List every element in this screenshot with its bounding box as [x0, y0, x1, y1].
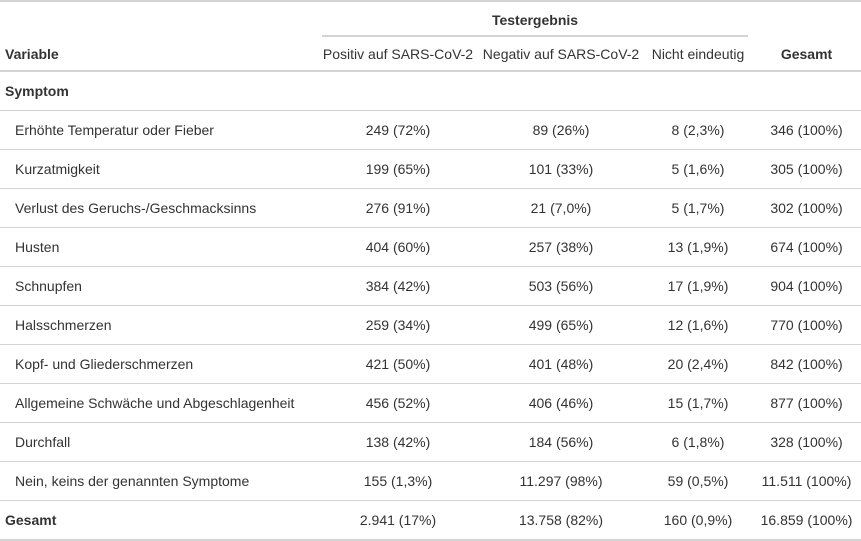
- empty-cell: [478, 70, 644, 111]
- cell-negative: 257 (38%): [478, 227, 644, 267]
- total-positive: 2.941 (17%): [318, 500, 478, 541]
- cell-inconclusive: 8 (2,3%): [644, 110, 753, 150]
- row-label: Schnupfen: [0, 266, 318, 306]
- cell-inconclusive: 12 (1,6%): [644, 305, 753, 345]
- column-header-row: Variable Positiv auf SARS-CoV-2 Negativ …: [0, 37, 861, 72]
- cell-positive: 199 (65%): [318, 149, 478, 189]
- table-row: Durchfall 138 (42%) 184 (56%) 6 (1,8%) 328 (…: [0, 422, 861, 462]
- cell-total: 11.511 (100%): [752, 461, 861, 501]
- row-label: Allgemeine Schwäche und Abgeschlagenheit: [0, 383, 318, 423]
- cell-negative: 184 (56%): [478, 422, 644, 462]
- cell-positive: 384 (42%): [318, 266, 478, 306]
- header-total: Gesamt: [752, 37, 861, 72]
- row-label: Durchfall: [0, 422, 318, 462]
- cell-positive: 138 (42%): [318, 422, 478, 462]
- cell-total: 346 (100%): [752, 110, 861, 150]
- cell-negative: 21 (7,0%): [478, 188, 644, 228]
- cell-total: 877 (100%): [752, 383, 861, 423]
- cell-inconclusive: 13 (1,9%): [644, 227, 753, 267]
- header-blank-cell: [752, 0, 861, 37]
- cell-total: 842 (100%): [752, 344, 861, 384]
- spanner-cell: Testergebnis: [318, 0, 753, 37]
- group-row: Symptom: [0, 70, 861, 111]
- table-row: Halsschmerzen 259 (34%) 499 (65%) 12 (1,6%)…: [0, 305, 861, 345]
- cell-negative: 406 (46%): [478, 383, 644, 423]
- cell-negative: 503 (56%): [478, 266, 644, 306]
- cell-negative: 499 (65%): [478, 305, 644, 345]
- row-label: Kopf- und Gliederschmerzen: [0, 344, 318, 384]
- row-label: Nein, keins der genannten Symptome: [0, 461, 318, 501]
- cell-positive: 421 (50%): [318, 344, 478, 384]
- table-row: Schnupfen 384 (42%) 503 (56%) 17 (1,9%) 904 …: [0, 266, 861, 306]
- cell-positive: 259 (34%): [318, 305, 478, 345]
- header-positive: Positiv auf SARS-CoV-2: [318, 37, 478, 72]
- cell-positive: 249 (72%): [318, 110, 478, 150]
- cell-inconclusive: 59 (0,5%): [644, 461, 753, 501]
- table-row: Erhöhte Temperatur oder Fieber 249 (72%) 8…: [0, 110, 861, 150]
- cell-negative: 401 (48%): [478, 344, 644, 384]
- table-row: Nein, keins der genannten Symptome 155 (1…: [0, 461, 861, 501]
- spanner-row: Testergebnis: [0, 0, 861, 37]
- cell-total: 770 (100%): [752, 305, 861, 345]
- cell-total: 904 (100%): [752, 266, 861, 306]
- cell-total: 328 (100%): [752, 422, 861, 462]
- row-label: Verlust des Geruchs-/Geschmacksinns: [0, 188, 318, 228]
- group-label: Symptom: [0, 70, 318, 111]
- cell-inconclusive: 5 (1,7%): [644, 188, 753, 228]
- table-row: Kurzatmigkeit 199 (65%) 101 (33%) 5 (1,6%) 3…: [0, 149, 861, 189]
- cell-positive: 404 (60%): [318, 227, 478, 267]
- total-label: Gesamt: [0, 500, 318, 541]
- cell-positive: 456 (52%): [318, 383, 478, 423]
- cell-positive: 155 (1,3%): [318, 461, 478, 501]
- table-row: Verlust des Geruchs-/Geschmacksinns 276 (…: [0, 188, 861, 228]
- table-row: Allgemeine Schwäche und Abgeschlagenheit…: [0, 383, 861, 423]
- cell-inconclusive: 6 (1,8%): [644, 422, 753, 462]
- row-label: Husten: [0, 227, 318, 267]
- spanner-label: Testergebnis: [322, 12, 749, 37]
- header-inconclusive: Nicht eindeutig: [644, 37, 753, 72]
- cell-inconclusive: 15 (1,7%): [644, 383, 753, 423]
- cell-positive: 276 (91%): [318, 188, 478, 228]
- empty-cell: [644, 70, 753, 111]
- cell-inconclusive: 17 (1,9%): [644, 266, 753, 306]
- table-row: Husten 404 (60%) 257 (38%) 13 (1,9%) 674 (10…: [0, 227, 861, 267]
- total-inconclusive: 160 (0,9%): [644, 500, 753, 541]
- cell-negative: 11.297 (98%): [478, 461, 644, 501]
- header-negative: Negativ auf SARS-CoV-2: [478, 37, 644, 72]
- table-header: Testergebnis Variable Positiv auf SARS-C…: [0, 0, 861, 72]
- total-total: 16.859 (100%): [752, 500, 861, 541]
- header-variable: Variable: [0, 37, 318, 72]
- total-row: Gesamt 2.941 (17%) 13.758 (82%) 160 (0,9%) 1…: [0, 500, 861, 541]
- cell-negative: 101 (33%): [478, 149, 644, 189]
- cell-inconclusive: 20 (2,4%): [644, 344, 753, 384]
- table-row: Kopf- und Gliederschmerzen 421 (50%) 401 (…: [0, 344, 861, 384]
- cell-total: 305 (100%): [752, 149, 861, 189]
- empty-cell: [752, 70, 861, 111]
- cell-negative: 89 (26%): [478, 110, 644, 150]
- total-negative: 13.758 (82%): [478, 500, 644, 541]
- table-body: Symptom Erhöhte Temperatur oder Fieber 24…: [0, 70, 861, 541]
- header-blank-cell: [0, 0, 318, 37]
- cell-total: 302 (100%): [752, 188, 861, 228]
- row-label: Kurzatmigkeit: [0, 149, 318, 189]
- cell-total: 674 (100%): [752, 227, 861, 267]
- row-label: Erhöhte Temperatur oder Fieber: [0, 110, 318, 150]
- row-label: Halsschmerzen: [0, 305, 318, 345]
- empty-cell: [318, 70, 478, 111]
- cell-inconclusive: 5 (1,6%): [644, 149, 753, 189]
